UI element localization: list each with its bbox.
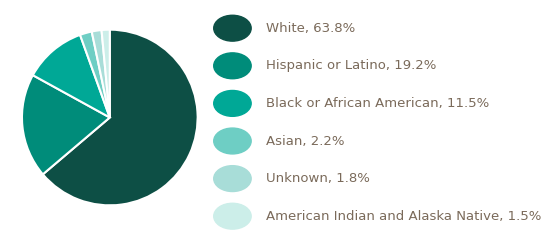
Circle shape	[214, 166, 251, 192]
Text: Asian, 2.2%: Asian, 2.2%	[266, 134, 345, 148]
Circle shape	[214, 90, 251, 116]
Wedge shape	[43, 30, 198, 205]
Text: American Indian and Alaska Native, 1.5%: American Indian and Alaska Native, 1.5%	[266, 210, 542, 223]
Circle shape	[214, 128, 251, 154]
Text: Black or African American, 11.5%: Black or African American, 11.5%	[266, 97, 490, 110]
Wedge shape	[22, 75, 110, 174]
Circle shape	[214, 15, 251, 41]
Text: Hispanic or Latino, 19.2%: Hispanic or Latino, 19.2%	[266, 59, 437, 72]
Wedge shape	[92, 30, 110, 118]
Wedge shape	[102, 30, 110, 118]
Circle shape	[214, 203, 251, 229]
Circle shape	[214, 53, 251, 79]
Wedge shape	[33, 35, 110, 118]
Text: White, 63.8%: White, 63.8%	[266, 22, 356, 35]
Text: Unknown, 1.8%: Unknown, 1.8%	[266, 172, 371, 185]
Wedge shape	[80, 31, 110, 118]
